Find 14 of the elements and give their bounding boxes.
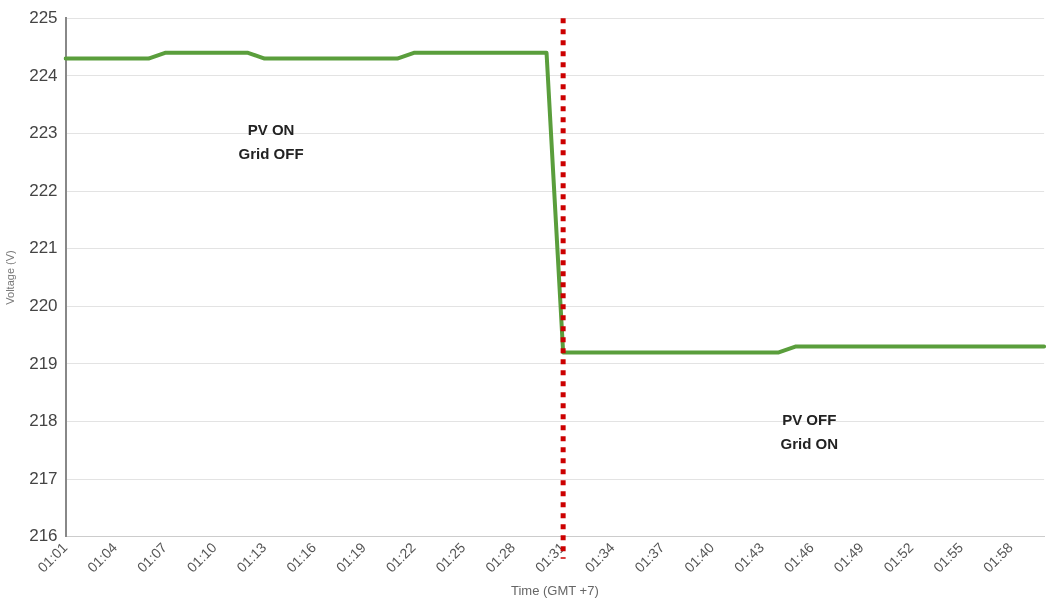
- y-tick-label: 225: [29, 7, 58, 27]
- annotation: PV ON Grid OFF: [238, 120, 304, 162]
- y-tick-label: 224: [29, 65, 58, 85]
- y-tick-label: 216: [29, 526, 58, 546]
- y-tick-label: 223: [29, 123, 58, 143]
- y-tick-label: 221: [29, 238, 58, 258]
- annotation: PV OFF Grid ON: [780, 411, 839, 453]
- y-tick-label: 219: [29, 353, 58, 373]
- y-tick-label: 217: [29, 468, 58, 488]
- y-axis-title: Voltage (V): [3, 250, 16, 305]
- y-tick-label: 220: [29, 295, 58, 315]
- y-tick-label: 218: [29, 411, 58, 431]
- x-axis-title: Time (GMT +7): [510, 582, 599, 598]
- y-tick-label: 222: [29, 180, 58, 200]
